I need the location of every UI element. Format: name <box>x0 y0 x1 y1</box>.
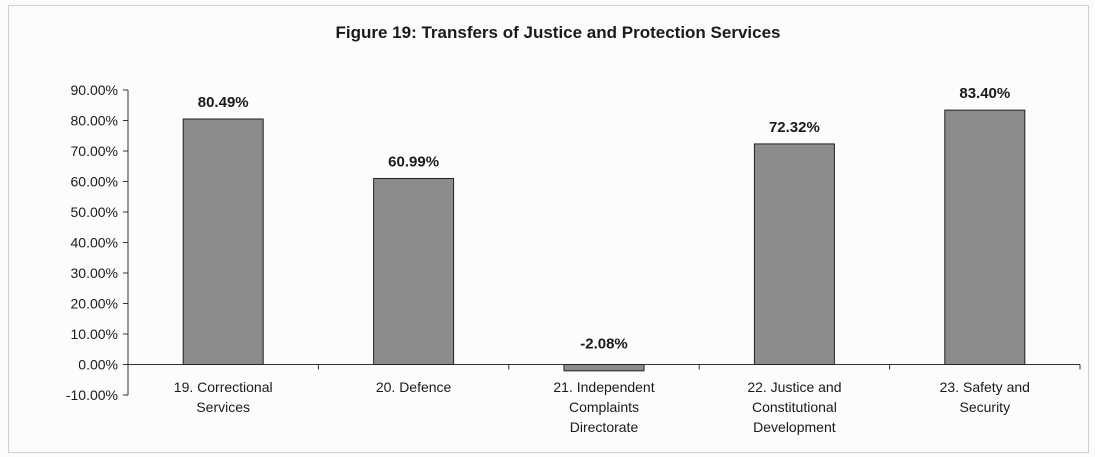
bar <box>944 109 1026 365</box>
bar <box>182 118 264 366</box>
x-tick-label: 23. Safety and <box>940 379 1030 395</box>
y-tick-label: 0.00% <box>78 357 118 373</box>
y-tick-label: 50.00% <box>71 204 118 220</box>
bars: 80.49% 60.99% -2.08% 72.32% 83.40% <box>182 85 1026 372</box>
data-label: -2.08% <box>580 336 628 353</box>
y-tick-label: 60.00% <box>71 174 118 190</box>
bar <box>753 143 835 365</box>
x-tick-label: 22. Justice and <box>747 379 841 395</box>
y-tick-label: 80.00% <box>71 113 118 129</box>
data-label: 60.99% <box>388 153 439 170</box>
y-tick-label: 40.00% <box>71 235 118 251</box>
y-axis: 90.00% 80.00% 70.00% 60.00% 50.00% 40.00% 30.0… <box>66 82 129 403</box>
y-tick-label: -10.00% <box>66 387 118 403</box>
y-tick-label: 20.00% <box>71 296 118 312</box>
x-tick-label: Complaints <box>569 399 639 415</box>
y-tick-label: 10.00% <box>71 326 118 342</box>
y-tick-label: 90.00% <box>71 82 118 98</box>
x-tick-label: Directorate <box>570 419 639 435</box>
x-tick-label: 21. Independent <box>553 379 654 395</box>
y-tick-label: 70.00% <box>71 143 118 159</box>
x-axis: 19. Correctional Services 20. Defence 21. I… <box>128 364 1081 435</box>
data-label: 80.49% <box>198 94 249 111</box>
y-tick-label: 30.00% <box>71 265 118 281</box>
data-label: 72.32% <box>769 119 820 136</box>
chart-title: Figure 19: Transfers of Justice and Prot… <box>336 23 781 42</box>
x-tick-label: Services <box>196 399 250 415</box>
data-label: 83.40% <box>959 85 1010 102</box>
x-tick-label: 19. Correctional <box>174 379 273 395</box>
x-tick-label: Constitutional <box>752 399 837 415</box>
bar <box>373 177 455 365</box>
x-tick-label: Development <box>753 419 836 435</box>
x-tick-label: 20. Defence <box>376 379 452 395</box>
bar <box>563 364 645 372</box>
x-tick-label: Security <box>960 399 1011 415</box>
